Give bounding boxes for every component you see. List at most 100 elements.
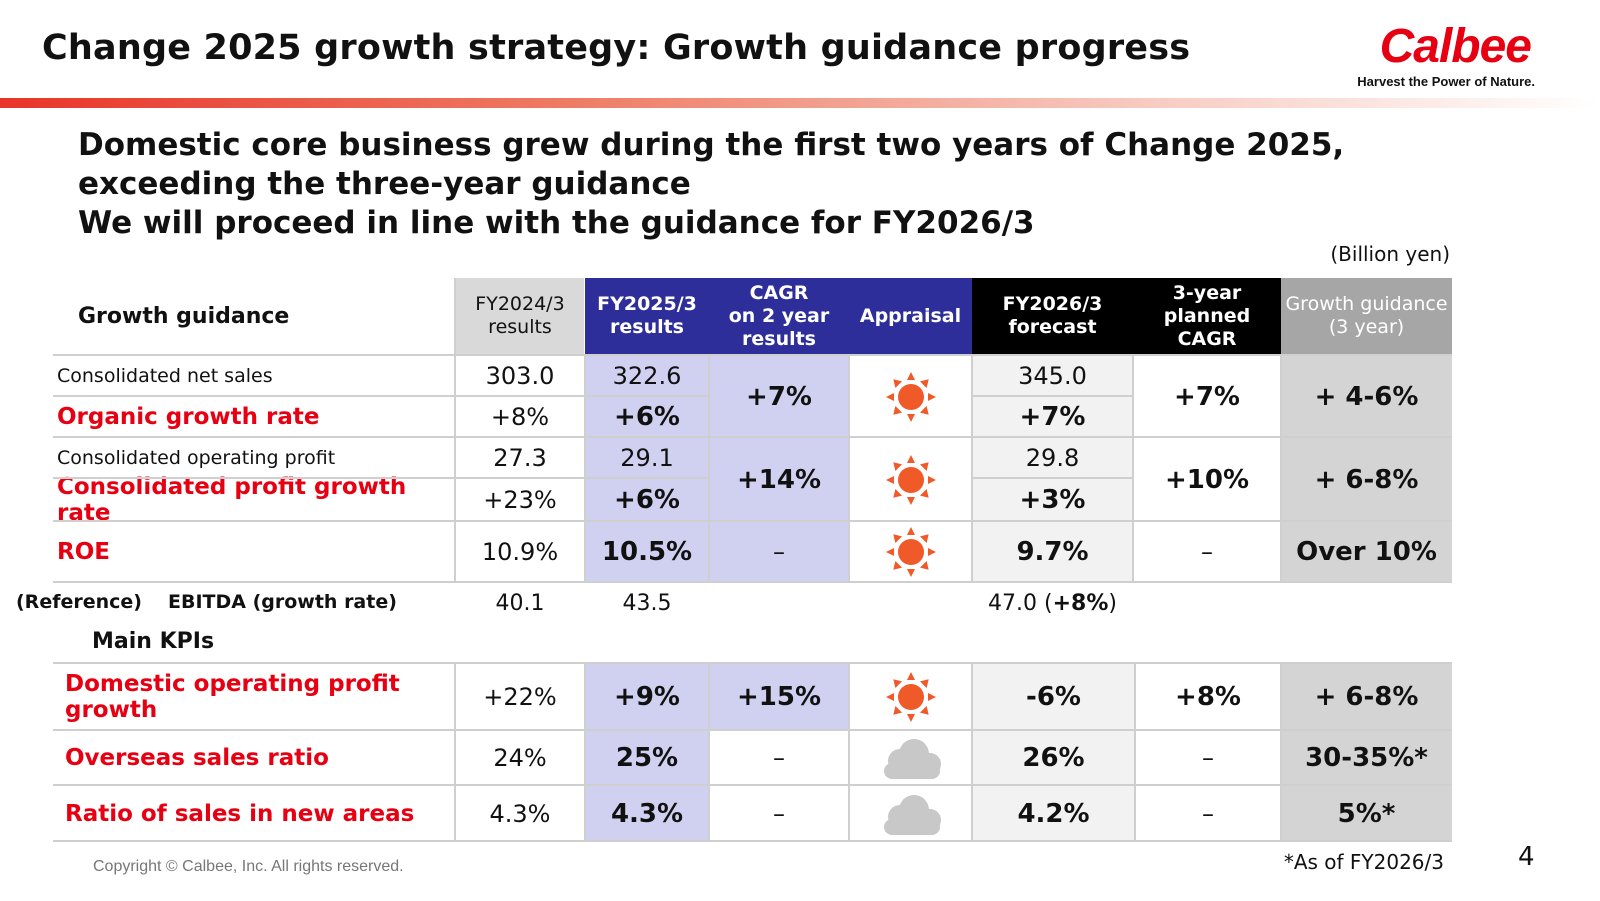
cell-roe-fy2026: 9.7% — [1016, 537, 1089, 567]
col-header-fy2026: FY2026/3 forecast — [972, 278, 1133, 354]
copyright: Copyright © Calbee, Inc. All rights rese… — [93, 858, 404, 875]
row-label-roe: ROE — [57, 539, 110, 565]
grid-line — [53, 784, 1452, 786]
row-label-organic-growth: Organic growth rate — [57, 404, 320, 430]
cell-profit-cagr: +14% — [736, 464, 822, 495]
reference-label: (Reference) — [16, 591, 142, 613]
fy2026-column-bg — [972, 356, 1133, 582]
grid-line — [584, 663, 586, 841]
logo-wordmark: Calbee — [1379, 20, 1532, 73]
col-header-guidance-line1: Growth guidance — [1285, 293, 1448, 315]
cell-sales-planned: +7% — [1174, 381, 1240, 412]
headline-line-1: Domestic core business grew during the f… — [78, 127, 1345, 163]
cell-profit-guidance: + 6-8% — [1314, 464, 1419, 495]
grid-line — [708, 356, 710, 582]
grid-line — [708, 663, 710, 841]
grid-line — [1280, 356, 1282, 582]
col-header-black-span — [972, 278, 1281, 354]
col-header-cagr: CAGR on 2 year results — [709, 278, 849, 354]
col-header-planned-line2: planned — [1163, 304, 1251, 327]
cell-sales-fy2025: 322.6 — [612, 362, 682, 390]
col-header-fy2025-line1: FY2025/3 — [597, 293, 697, 315]
col-header-fy2026-line1: FY2026/3 — [1002, 293, 1103, 315]
grid-line — [53, 395, 709, 397]
col-header-cagr-line2: on 2 year — [728, 304, 830, 327]
ebitda-fy2026-close: ) — [1108, 590, 1117, 616]
col-header-blue-span — [709, 278, 972, 354]
row-label-overseas-ratio: Overseas sales ratio — [65, 745, 329, 771]
cell-ebitda-fy2025: 43.5 — [622, 590, 672, 616]
cell-kpi1-planned: +8% — [1175, 681, 1241, 712]
col-header-cagr-line3: results — [742, 327, 816, 350]
cell-kpi3-fy2024: 4.3% — [489, 799, 551, 828]
grid-line — [53, 729, 1452, 731]
col-header-guidance-line2: (3 year) — [1328, 316, 1405, 338]
page-number: 4 — [1518, 842, 1535, 872]
cell-kpi1-fy2026: -6% — [1026, 681, 1081, 712]
cell-profit-planned: +10% — [1164, 464, 1250, 495]
grid-line — [848, 356, 850, 582]
cell-organic-fy2025: +6% — [614, 402, 680, 432]
row-label-profit-growth: Consolidated profit growth rate — [57, 474, 407, 526]
cloud-icon — [878, 793, 944, 835]
kpi-fy2026-column-bg — [972, 663, 1135, 841]
grid-line — [53, 662, 1452, 664]
cell-kpi2-fy2025: 25% — [615, 743, 679, 773]
cell-profit-growth-fy2026: +3% — [1019, 485, 1086, 515]
row-label-domestic-profit: Domestic operating profit growth — [65, 670, 400, 723]
row-label-operating-profit: Consolidated operating profit — [57, 447, 336, 469]
kpi-heading: Main KPIs — [92, 628, 215, 654]
col-header-fy2024: FY2024/3 results — [456, 278, 584, 354]
col-header-guidance: Growth guidance (3 year) — [1281, 278, 1452, 354]
sun-icon — [885, 671, 937, 723]
grid-line — [53, 436, 1452, 438]
cell-organic-fy2026: +7% — [1019, 402, 1086, 432]
cell-kpi2-fy2026: 26% — [1022, 743, 1085, 773]
cell-sales-fy2026: 345.0 — [1018, 362, 1087, 390]
cell-profit-growth-fy2025: +6% — [614, 485, 680, 515]
title-underline — [0, 98, 1600, 108]
grid-line — [454, 663, 456, 841]
cell-kpi1-appraisal — [849, 663, 972, 730]
col-header-planned-line3: CAGR — [1177, 327, 1237, 350]
cell-roe-cagr: – — [773, 538, 785, 566]
col-header-appraisal: Appraisal — [859, 304, 962, 327]
cell-kpi3-cagr: – — [773, 799, 785, 828]
grid-line — [1132, 356, 1134, 582]
grid-line — [584, 356, 586, 582]
grid-line — [1280, 663, 1282, 841]
cell-profit-appraisal — [849, 438, 972, 521]
cagr-column-bg — [709, 356, 849, 582]
cell-profit-fy2025: 29.1 — [620, 444, 674, 472]
footnote: *As of FY2026/3 — [1283, 850, 1444, 874]
cell-sales-guidance: + 4-6% — [1314, 381, 1419, 412]
cell-profit-growth-fy2024: +23% — [483, 486, 557, 514]
cell-kpi1-guidance: + 6-8% — [1314, 681, 1419, 712]
grid-line — [53, 477, 709, 479]
col-header-fy2025-line2: results — [610, 316, 684, 338]
cell-kpi3-fy2025: 4.3% — [610, 798, 684, 829]
cell-roe-fy2025: 10.5% — [601, 537, 693, 567]
grid-line — [971, 663, 973, 841]
cell-kpi1-cagr: +15% — [736, 681, 822, 712]
cell-kpi3-planned: – — [1202, 799, 1214, 828]
grid-line — [971, 356, 973, 582]
cell-kpi3-fy2026: 4.2% — [1017, 798, 1090, 829]
calbee-logo: Calbee Harvest the Power of Nature. — [1357, 18, 1539, 94]
cell-roe-fy2024: 10.9% — [481, 538, 559, 566]
cell-ebitda-fy2024: 40.1 — [495, 590, 545, 616]
cell-kpi3-guidance: 5%* — [1337, 798, 1396, 829]
cell-roe-appraisal — [849, 522, 972, 582]
col-header-planned-line1: 3-year — [1172, 281, 1242, 304]
cell-organic-fy2024: +8% — [490, 403, 550, 431]
cell-roe-planned: – — [1201, 538, 1213, 566]
sun-icon — [885, 526, 937, 578]
kpi-fy2025-column-bg — [585, 663, 709, 841]
cell-kpi2-planned: – — [1202, 744, 1214, 772]
cell-kpi2-guidance: 30-35%* — [1305, 743, 1428, 773]
sun-icon — [885, 454, 937, 506]
grid-line — [848, 663, 850, 841]
cell-kpi1-fy2025: +9% — [614, 681, 680, 712]
cell-kpi1-fy2024: +22% — [483, 682, 557, 711]
col-header-fy2026-line2: forecast — [1008, 316, 1097, 338]
